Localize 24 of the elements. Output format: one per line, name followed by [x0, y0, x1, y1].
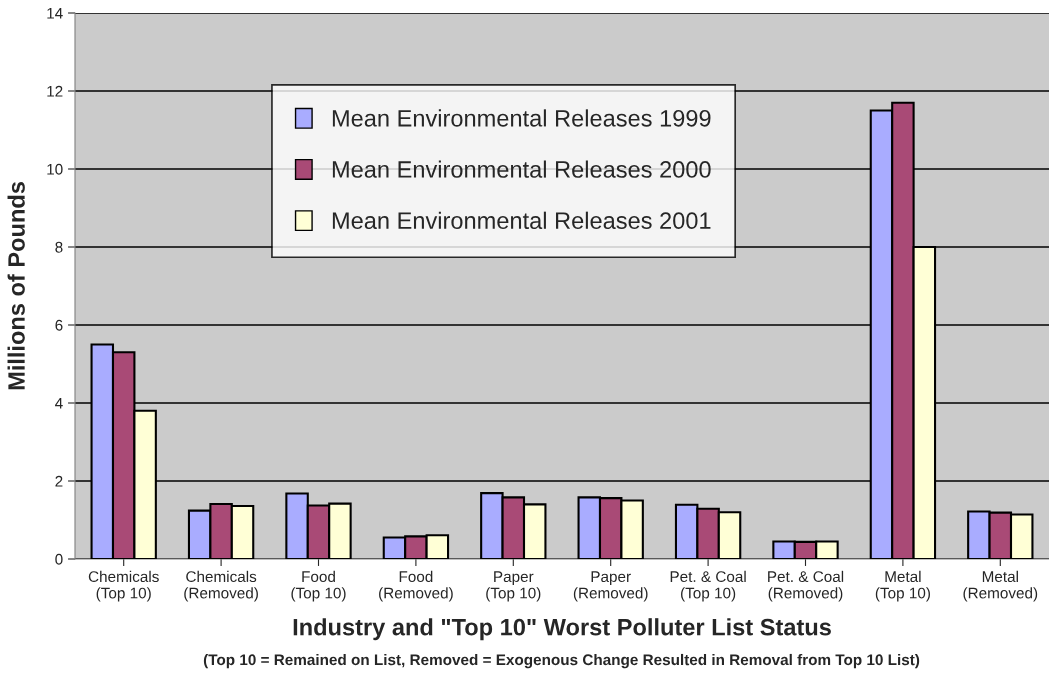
- y-tick-label: 6: [55, 319, 63, 331]
- y-tick-label: 8: [55, 241, 63, 253]
- y-tick-label: 10: [47, 163, 63, 175]
- x-tick-label: Pet. & Coal (Top 10): [670, 570, 746, 602]
- x-tick-label: Chemicals (Removed): [184, 570, 258, 602]
- x-tick-label: Food (Removed): [379, 570, 453, 602]
- y-tick-label: 4: [55, 398, 63, 409]
- x-tick-label: Paper (Removed): [573, 571, 648, 602]
- x-tick-label: Food (Top 10): [291, 570, 346, 602]
- x-tick-label: Paper (Top 10): [486, 571, 541, 602]
- x-tick-label: Pet. & Coal (Removed): [768, 570, 844, 602]
- legend-label: Mean Environmental Releases 2000: [332, 160, 711, 178]
- x-tick-label: Metal (Removed): [963, 570, 1038, 602]
- legend-label: Mean Environmental Releases 2001: [332, 211, 711, 230]
- x-axis-title: Industry and "Top 10" Worst Polluter List Status: [293, 618, 831, 641]
- y-tick-label: 2: [55, 475, 63, 487]
- y-tick-label: 12: [47, 85, 63, 97]
- y-tick-label: 0: [55, 553, 63, 565]
- y-axis-title: Millions of Pounds: [7, 182, 25, 390]
- text: (Top 10 = Remained on List, Removed = Exogenous Change Resulted in Removal from Top 10 List): [203, 653, 920, 669]
- legend-label: Mean Environmental Releases 1999: [332, 109, 711, 127]
- x-tick-label: Metal (Top 10): [875, 570, 930, 602]
- y-tick-label: 14: [47, 8, 63, 19]
- x-tick-label: Chemicals (Top 10): [88, 570, 159, 602]
